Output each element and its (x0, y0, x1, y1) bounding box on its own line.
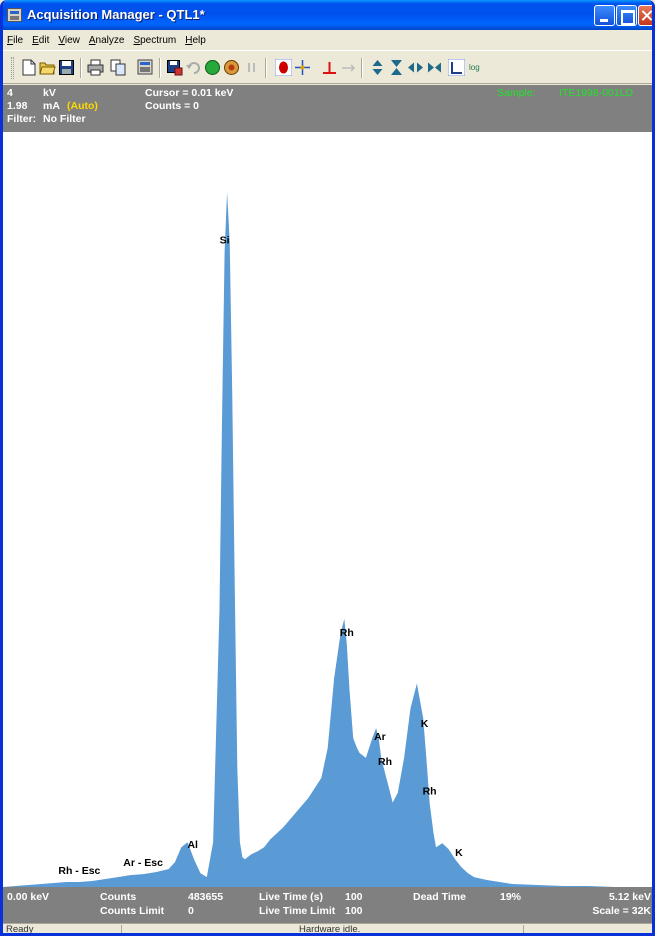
pause-icon[interactable] (243, 59, 260, 76)
ma-value: 1.98 (7, 100, 28, 112)
live-time-limit-value: 100 (345, 905, 363, 917)
counts-value: 483655 (188, 891, 224, 903)
menu-edit[interactable]: Edit (32, 34, 50, 46)
peak-marker-icon[interactable] (321, 59, 338, 76)
open-icon[interactable] (39, 59, 56, 76)
menu-help[interactable]: Help (185, 34, 206, 46)
counts-label: Counts (100, 891, 137, 903)
status-divider (121, 925, 122, 933)
peak-label-k-9: K (455, 847, 463, 859)
copy-icon[interactable] (110, 59, 127, 76)
toolbar-separator (159, 58, 161, 78)
toolbar-grip[interactable] (11, 57, 14, 79)
live-time-value: 100 (345, 891, 363, 903)
filter-label: Filter: (7, 113, 37, 125)
close-button[interactable] (638, 5, 652, 26)
counts-readout: Counts = 0 (145, 100, 199, 112)
spectrum-plot[interactable]: Si Al Rh - Esc Ar - Esc Rh Ar Rh K Rh K (3, 132, 655, 887)
status-divider (523, 925, 524, 933)
toolbar-separator (265, 58, 267, 78)
export-icon[interactable] (137, 59, 154, 76)
peak-label-rh-6: Rh (378, 756, 392, 768)
menu-bar: File Edit View Analyze Spectrum Help (3, 30, 652, 50)
status-ready: Ready (6, 924, 34, 935)
cursor-readout: Cursor = 0.01 keV (145, 87, 234, 99)
x-min-label: 0.00 keV (7, 891, 50, 903)
new-icon[interactable] (20, 59, 37, 76)
compress-vertical-icon[interactable] (388, 59, 405, 76)
peak-label-rh-4: Rh (340, 627, 354, 639)
menu-file[interactable]: File (7, 34, 24, 46)
save-icon[interactable] (58, 59, 75, 76)
sample-id: ITE1998-001LD (559, 87, 634, 99)
kv-value: 4 (7, 87, 13, 99)
crosshair-icon[interactable] (294, 59, 311, 76)
ma-unit: mA (43, 100, 60, 112)
compress-horizontal-icon[interactable] (426, 59, 443, 76)
dead-time-value: 19% (500, 891, 522, 903)
ma-mode: (Auto) (67, 100, 98, 112)
dead-time-label: Dead Time (413, 891, 466, 903)
app-icon[interactable] (7, 8, 22, 22)
log-scale-icon[interactable]: log (469, 63, 480, 72)
counts-limit-label: Counts Limit (100, 905, 165, 917)
stop-icon[interactable] (223, 59, 240, 76)
peak-label-rh-esc-2: Rh - Esc (58, 865, 100, 877)
live-time-label: Live Time (s) (259, 891, 323, 903)
peak-label-rh-8: Rh (423, 786, 437, 798)
peak-label-ar-5: Ar (374, 731, 386, 743)
toolbar: log (3, 50, 652, 84)
title-bar[interactable]: Acquisition Manager - QTL1* (3, 0, 652, 30)
linear-scale-icon[interactable] (448, 59, 465, 76)
peak-label-k-7: K (421, 718, 429, 730)
peak-label-ar-esc-3: Ar - Esc (123, 857, 163, 869)
menu-view[interactable]: View (58, 34, 80, 46)
start-icon[interactable] (204, 59, 221, 76)
record-icon[interactable] (275, 59, 292, 76)
print-icon[interactable] (87, 59, 104, 76)
sample-label: Sample: (497, 87, 536, 99)
expand-horizontal-icon[interactable] (407, 59, 424, 76)
peak-label-al-1: Al (187, 839, 198, 851)
scale-label: Scale = 32K (592, 905, 651, 917)
live-time-limit-label: Live Time Limit (259, 905, 336, 917)
save-as-icon[interactable] (166, 59, 183, 76)
menu-spectrum[interactable]: Spectrum (133, 34, 177, 46)
toolbar-separator (80, 58, 82, 78)
maximize-button[interactable] (616, 5, 637, 26)
status-bar: Ready Hardware idle. (3, 923, 652, 935)
kv-unit: kV (43, 87, 56, 99)
spectrum-area (3, 192, 652, 887)
window-title: Acquisition Manager - QTL1* (27, 7, 205, 22)
status-hardware: Hardware idle. (299, 924, 361, 935)
peak-label-si-0: Si (220, 235, 230, 247)
spectrum-chart[interactable]: Si Al Rh - Esc Ar - Esc Rh Ar Rh K Rh K (3, 132, 655, 887)
acquisition-info-bar: 4 kV 1.98 mA (Auto) Filter: No Filter Cu… (3, 85, 652, 132)
spectrum-info-bar: 0.00 keV Counts 483655 Counts Limit 0 Li… (3, 887, 652, 923)
expand-vertical-icon[interactable] (369, 59, 386, 76)
minimize-button[interactable] (594, 5, 615, 26)
x-max-label: 5.12 keV (608, 891, 651, 903)
undo-icon[interactable] (185, 59, 202, 76)
counts-limit-value: 0 (188, 905, 194, 917)
toolbar-separator (361, 58, 363, 78)
filter-value: No Filter (43, 113, 86, 125)
menu-analyze[interactable]: Analyze (88, 34, 125, 46)
range-icon[interactable] (340, 59, 357, 76)
